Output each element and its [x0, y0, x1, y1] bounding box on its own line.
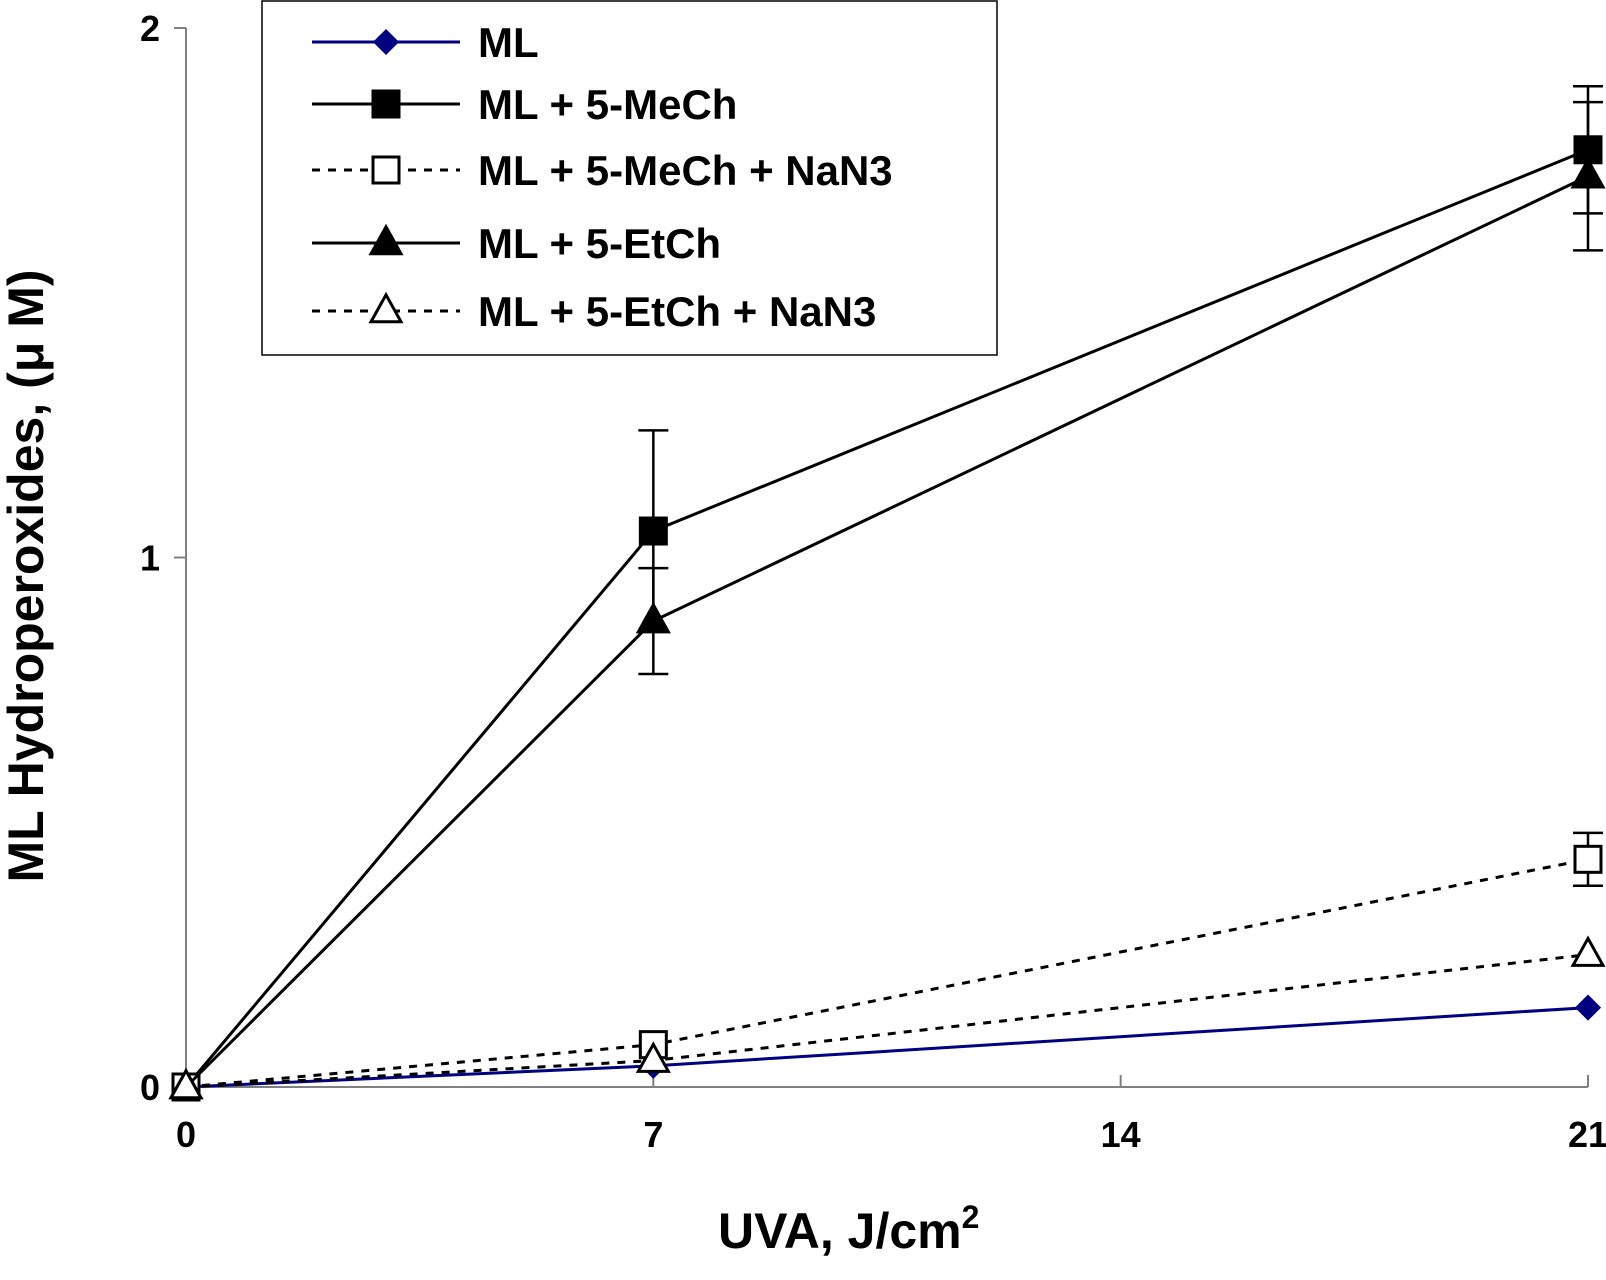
ticks: 0 7 14 21 0 1 2: [140, 8, 1606, 1155]
data-point: [168, 1067, 204, 1100]
legend-item-0: ML: [312, 19, 539, 66]
data-point: [1570, 935, 1606, 967]
x-tick-label: 0: [176, 1114, 196, 1155]
data-point: [635, 601, 671, 634]
x-tick-label: 7: [643, 1114, 663, 1155]
legend-label: ML + 5-EtCh: [478, 220, 721, 267]
x-tick-label: 14: [1101, 1114, 1141, 1155]
legend-item-4: ML + 5-EtCh + NaN3: [312, 288, 876, 335]
x-axis-title-superscript: 2: [962, 1199, 980, 1235]
legend-marker: [372, 28, 400, 56]
legend-marker: [371, 89, 401, 119]
data-point: [638, 516, 668, 546]
x-tick-label: 21: [1568, 1114, 1606, 1155]
legend-item-3: ML + 5-EtCh: [312, 220, 721, 267]
series: [168, 84, 1606, 1102]
y-tick-label: 0: [140, 1067, 160, 1108]
legend: ML ML + 5-MeCh ML + 5-MeCh + NaN3 ML + 5-Et…: [261, 0, 998, 356]
legend-label: ML + 5-MeCh: [478, 81, 737, 128]
y-tick-label: 2: [140, 8, 160, 49]
legend-label: ML + 5-EtCh + NaN3: [478, 288, 876, 335]
y-tick-label: 1: [140, 538, 160, 579]
series-line: [185, 857, 1589, 1089]
legend-label: ML: [478, 19, 539, 66]
data-point: [1574, 994, 1602, 1021]
series-0: [172, 994, 1602, 1101]
data-point: [1573, 844, 1603, 874]
series-2: [171, 831, 1603, 1102]
legend-marker: [368, 291, 404, 324]
legend-item-1: ML + 5-MeCh: [312, 81, 737, 128]
data-point: [1570, 156, 1606, 189]
legend-item-2: ML + 5-MeCh + NaN3: [312, 147, 893, 194]
x-axis-title-text: UVA, J/cm: [718, 1203, 962, 1259]
legend-marker: [371, 155, 401, 185]
y-axis-title: ML Hydroperoxides, (μ M): [0, 269, 54, 882]
legend-marker: [368, 223, 404, 256]
legend-label: ML + 5-MeCh + NaN3: [478, 147, 893, 194]
series-4: [168, 935, 1606, 1100]
x-axis-title: UVA, J/cm2: [718, 1199, 979, 1259]
data-point: [635, 1041, 671, 1073]
